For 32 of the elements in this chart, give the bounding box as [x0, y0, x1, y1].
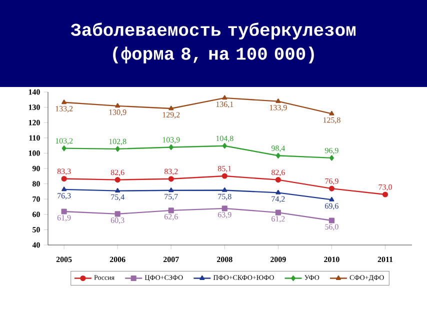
point	[168, 106, 174, 110]
point	[61, 176, 67, 182]
point	[276, 98, 281, 104]
point	[62, 146, 66, 152]
point	[275, 210, 281, 216]
point	[115, 146, 120, 152]
point	[222, 187, 228, 192]
point	[329, 155, 334, 161]
point	[222, 206, 228, 212]
point	[62, 186, 67, 192]
point	[275, 177, 281, 183]
point	[61, 208, 67, 214]
point	[222, 173, 228, 179]
point	[115, 188, 120, 193]
point	[328, 218, 334, 224]
point	[222, 143, 227, 149]
point	[168, 176, 174, 182]
point	[115, 103, 120, 108]
point	[114, 211, 120, 217]
point	[114, 177, 120, 183]
point	[62, 100, 67, 104]
point	[222, 95, 228, 100]
point	[276, 190, 281, 194]
point	[329, 110, 334, 116]
point	[328, 186, 334, 192]
point	[168, 188, 174, 192]
point	[382, 192, 388, 198]
chart-title: Заболеваемость туберкулезом (форма 8, на 100 000)	[70, 22, 356, 64]
point	[168, 144, 174, 150]
point	[276, 152, 280, 158]
point	[329, 196, 334, 202]
point	[168, 208, 174, 214]
